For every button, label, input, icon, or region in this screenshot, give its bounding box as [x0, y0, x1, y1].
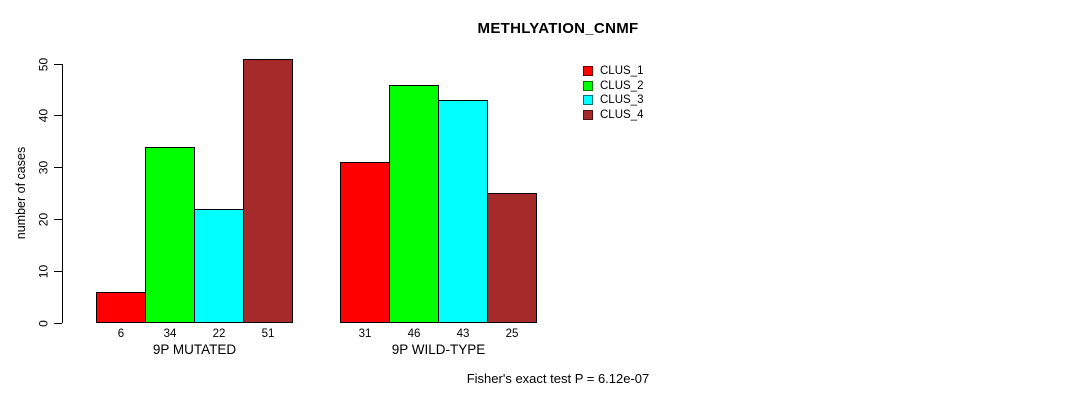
footer-pvalue: Fisher's exact test P = 6.12e-07 [466, 371, 650, 386]
y-tick-label: 30 [36, 160, 51, 175]
y-tick [54, 167, 62, 169]
bar-clus_3-group1 [438, 100, 488, 323]
bar-value-label: 22 [212, 328, 226, 340]
y-axis-label: number of cases [14, 146, 28, 240]
legend-swatch-clus_4 [583, 110, 593, 121]
legend-item-clus_1: CLUS_1 [583, 64, 643, 79]
bar-value-label: 43 [456, 328, 470, 340]
bar-clus_2-group0 [145, 147, 195, 323]
chart-title: METHLYATION_CNMF [477, 20, 639, 37]
legend-item-clus_4: CLUS_4 [583, 108, 643, 123]
legend-swatch-clus_3 [583, 95, 593, 106]
y-axis-line [62, 64, 63, 323]
y-tick [54, 63, 62, 65]
y-tick [54, 115, 62, 117]
legend-label: CLUS_2 [600, 79, 644, 92]
bar-value-label: 46 [407, 328, 421, 340]
bar-clus_1-group1 [340, 162, 390, 323]
bar-clus_3-group0 [194, 209, 244, 323]
legend-label: CLUS_4 [600, 109, 644, 122]
y-tick-label: 20 [36, 212, 51, 227]
bar-value-label: 31 [358, 328, 372, 340]
legend-swatch-clus_2 [583, 80, 593, 91]
y-tick [54, 218, 62, 220]
group-label-9p-wild-type: 9P WILD-TYPE [391, 342, 486, 357]
y-tick-label: 10 [36, 264, 51, 278]
legend-label: CLUS_1 [600, 65, 644, 78]
legend-swatch-clus_1 [583, 66, 593, 77]
bar-value-label: 51 [261, 328, 275, 340]
legend-item-clus_2: CLUS_2 [583, 79, 643, 94]
y-tick-label: 50 [36, 57, 51, 71]
group-label-9p-mutated: 9P MUTATED [152, 342, 237, 357]
y-tick [54, 322, 62, 324]
bar-clus_1-group0 [96, 292, 146, 323]
bar-clus_2-group1 [389, 85, 439, 323]
bar-clus_4-group1 [487, 193, 537, 323]
bar-value-label: 34 [163, 328, 177, 340]
legend-item-clus_3: CLUS_3 [583, 93, 643, 108]
y-tick-label: 0 [36, 319, 51, 327]
bar-value-label: 25 [505, 328, 519, 340]
y-tick [54, 270, 62, 272]
legend: CLUS_1 CLUS_2 CLUS_3 CLUS_4 [583, 64, 643, 122]
bar-clus_4-group0 [243, 59, 293, 323]
y-tick-label: 40 [36, 109, 51, 123]
legend-label: CLUS_3 [600, 94, 644, 107]
bar-value-label: 6 [117, 328, 125, 340]
